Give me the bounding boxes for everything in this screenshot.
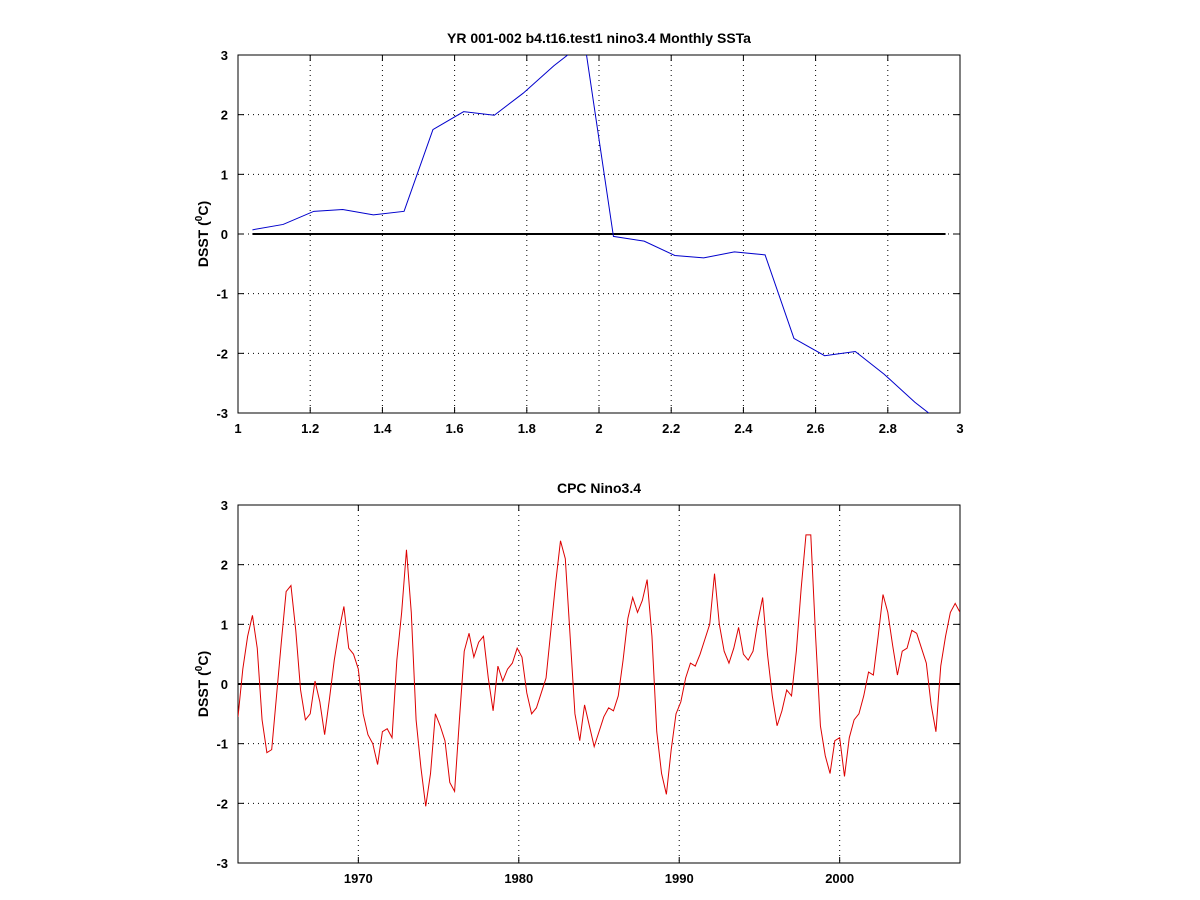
top-y-axis-label-main: DSST ( (195, 221, 211, 267)
bottom-y-tick-label: 1 (221, 617, 228, 632)
bottom-x-tick-label: 1990 (665, 871, 694, 886)
bottom-x-tick-label: 1970 (344, 871, 373, 886)
bottom-x-tick-label: 1980 (504, 871, 533, 886)
top-x-tick-label: 2.8 (879, 421, 897, 436)
bottom-series-line-0 (238, 534, 960, 807)
bottom-x-tick-label: 2000 (825, 871, 854, 886)
bottom-chart-title: CPC Nino3.4 (557, 480, 641, 496)
top-y-axis-label-sup: 0 (194, 215, 205, 221)
top-x-tick-label: 1.6 (446, 421, 464, 436)
bottom-y-axis-label-sup: 0 (194, 665, 205, 671)
top-panel: 1 1.2 1.4 1.6 1.8 2 2.2 2.4 2.6 2.8 3 -3 -2 -1 0 1 2 3 YR … (194, 30, 964, 436)
bottom-y-tick-label: 0 (221, 677, 228, 692)
top-x-tick-label: 3 (956, 421, 963, 436)
bottom-y-tick-label: -1 (216, 737, 228, 752)
bottom-y-tick-label: -2 (216, 796, 228, 811)
top-x-tick-label: 2.6 (807, 421, 825, 436)
top-y-tick-label: -1 (216, 287, 228, 302)
top-y-tick-label: -2 (216, 346, 228, 361)
top-y-axis-label-tail: C) (195, 201, 211, 216)
top-chart-title: YR 001-002 b4.t16.test1 nino3.4 Monthly … (447, 30, 751, 46)
bottom-panel: 1970 1980 1990 2000 -3 -2 -1 0 1 2 3 CPC Nino3.4 DSS… (194, 480, 961, 886)
bottom-y-tick-label: 2 (221, 558, 228, 573)
bottom-y-axis-label-tail: C) (195, 651, 211, 666)
top-series-line-0 (252, 55, 930, 413)
top-x-tick-label: 1.2 (301, 421, 319, 436)
top-x-tick-label: 1 (234, 421, 241, 436)
top-x-tick-label: 2 (595, 421, 602, 436)
top-x-tick-label: 2.4 (734, 421, 753, 436)
top-y-tick-label: 2 (221, 108, 228, 123)
top-x-tick-label: 2.2 (662, 421, 680, 436)
top-y-axis-label: DSST (0C) (194, 201, 211, 267)
bottom-y-tick-label: -3 (216, 856, 228, 871)
bottom-y-axis-label: DSST (0C) (194, 651, 211, 717)
top-y-tick-label: 0 (221, 227, 228, 242)
top-x-tick-label: 1.8 (518, 421, 536, 436)
top-y-tick-label: 3 (221, 48, 228, 63)
top-x-tick-label: 1.4 (373, 421, 392, 436)
bottom-y-axis-label-main: DSST ( (195, 671, 211, 717)
bottom-y-tick-label: 3 (221, 498, 228, 513)
top-y-tick-label: 1 (221, 167, 228, 182)
top-y-tick-label: -3 (216, 406, 228, 421)
